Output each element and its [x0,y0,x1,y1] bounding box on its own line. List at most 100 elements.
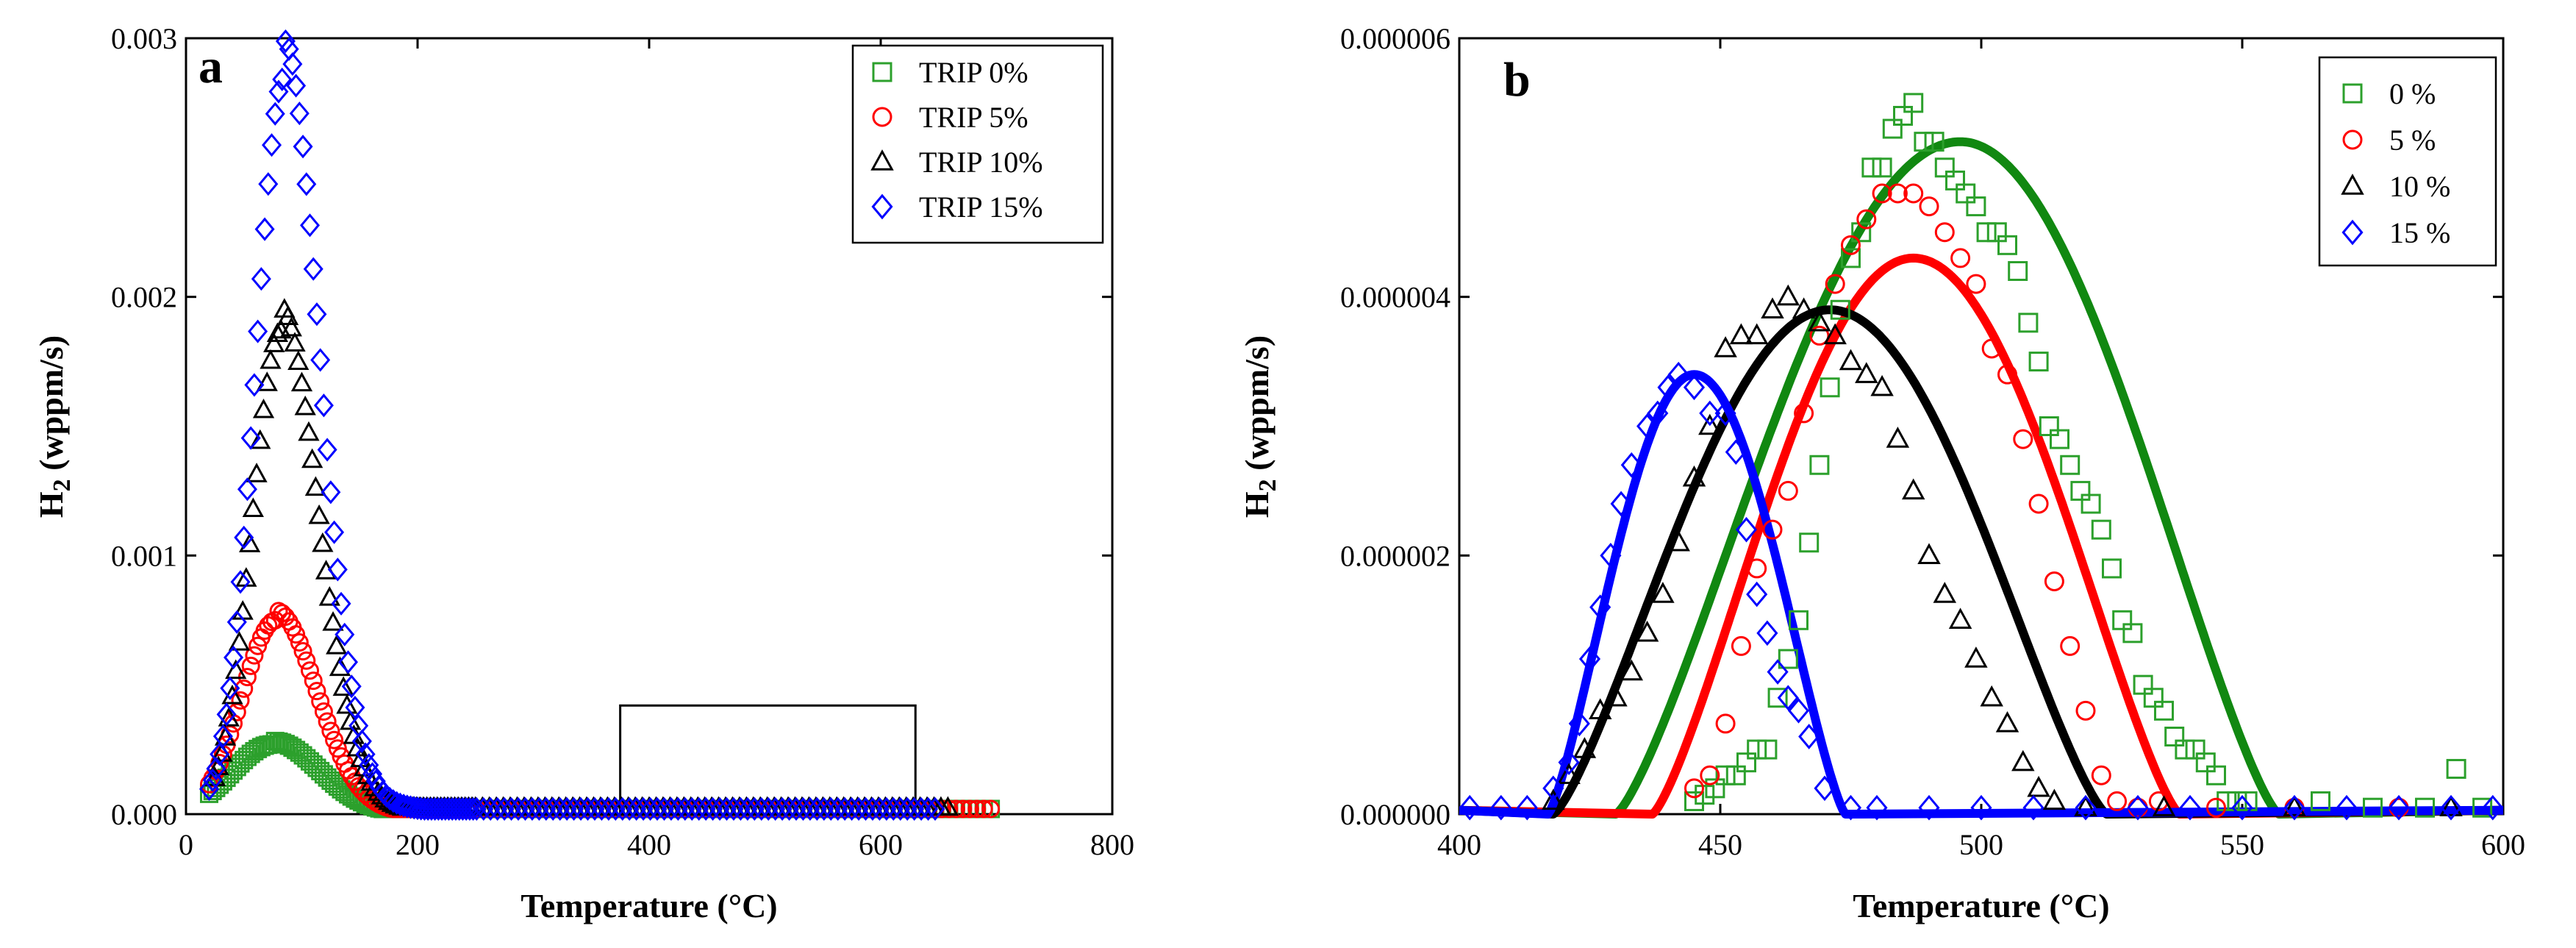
data-point [242,497,264,518]
data-point [332,676,354,696]
data-point [786,796,806,822]
data-point [1683,374,1706,401]
data-point [301,448,323,468]
data-point [198,777,220,801]
data-point [1636,413,1659,439]
data-point [2133,674,2153,695]
data-point [1964,646,1988,668]
data-point [1714,336,1737,357]
data-point [258,172,279,196]
data-point [1516,794,1538,821]
data-point [2022,794,2044,821]
data-point [238,532,261,552]
data-point [228,631,251,651]
data-point [1747,739,1767,760]
data-point [856,796,876,822]
data-point [387,791,407,815]
data-point [536,796,557,822]
data-point [351,729,372,753]
data-point [876,796,897,822]
data-point [241,656,260,675]
data-point [1620,659,1644,681]
data-point [605,796,626,822]
data-point [355,742,376,766]
data-point [869,796,890,822]
data-point [570,796,591,822]
panel-b-y-tick-label: 0.000002 [1340,539,1450,572]
data-point [2148,791,2169,811]
panel-a-y-tick-label: 0.002 [111,281,177,314]
data-point [248,739,268,758]
data-point [240,426,261,450]
data-point [925,796,945,822]
data-point [2091,765,2111,785]
panel-b-legend: 0 % 5 % 10 % 15 % [2318,56,2497,267]
data-point [334,622,355,646]
data-point [473,796,494,822]
data-point [848,796,869,822]
data-point [911,796,931,822]
panel-a-legend-marker-triangle [870,149,894,171]
data-point [1490,794,1512,821]
fit-curve [1459,253,2504,819]
data-point [1976,222,1997,243]
data-point [275,29,296,54]
data-point [235,679,254,698]
data-point [341,674,362,699]
data-point [937,796,959,816]
data-point [717,796,737,822]
panel-a-ticks: 0 200 400 600 800 0.000 0.001 0.002 0.003 [111,22,1134,861]
data-point [313,393,334,418]
data-point [304,476,327,496]
data-point [689,796,709,822]
data-point [751,796,772,822]
data-point [2107,791,2128,811]
data-point [2127,794,2149,821]
data-point [326,634,348,655]
data-point [1966,196,1986,217]
data-point [2044,571,2064,591]
data-point [300,213,321,238]
data-point [723,796,744,822]
data-point [1980,685,2003,707]
data-point [324,520,345,544]
data-point [1830,299,1850,320]
panel-a-legend-marker-circle [872,107,892,127]
data-point [2311,791,2330,811]
data-point [1918,794,1940,821]
data-point [806,796,827,822]
data-point [2018,313,2039,333]
data-point [1945,170,1965,190]
data-point [262,133,282,157]
data-point [251,267,271,291]
data-point [2482,794,2504,821]
data-point [1997,235,2017,255]
data-point [1948,607,1972,629]
data-point [312,532,334,552]
data-point [633,796,654,822]
data-point [772,796,793,822]
panel-b-ylabel-h: H [1238,491,1276,518]
data-point [2060,455,2081,475]
data-point [612,796,633,822]
data-point [675,796,695,822]
data-point [1725,765,1746,785]
data-point [1756,620,1778,646]
data-point [297,651,316,670]
data-point [237,477,257,502]
data-point [314,765,333,784]
data-point [522,796,543,822]
data-point [2206,797,2226,818]
data-point [1684,791,1704,811]
data-point [225,659,247,680]
data-point [1981,338,2002,359]
data-point [1635,620,1659,642]
data-point [814,796,834,822]
data-point [1714,400,1736,427]
panel-b-x-tick-label: 500 [1959,828,2003,861]
data-point [1934,222,1955,243]
data-point [2060,635,2081,656]
series-triangle [1542,284,2463,816]
fit-curve [1459,370,2504,819]
